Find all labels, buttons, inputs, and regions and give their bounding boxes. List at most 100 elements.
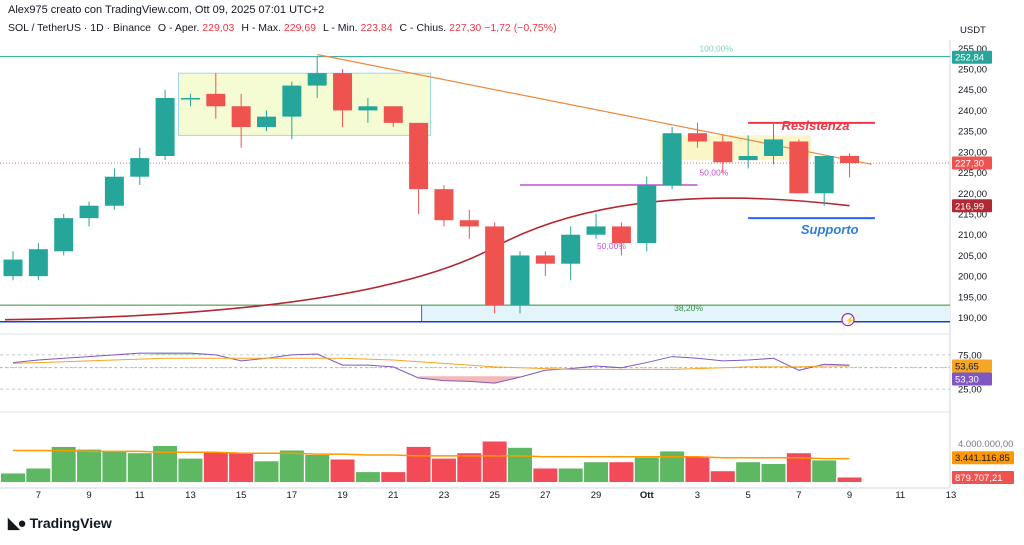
rsi-value-badge: 53,30 <box>955 375 979 386</box>
candle-body <box>840 155 860 164</box>
rsi-tick-label: 75,00 <box>958 350 982 361</box>
candle-body <box>738 156 758 161</box>
volume-ma-badge: 3.441.116,85 <box>955 453 1010 464</box>
time-tick-label: Ott <box>640 490 655 501</box>
rsi-signal-line <box>12 357 850 370</box>
time-tick-label: 9 <box>847 490 852 501</box>
moving-average-line <box>4 197 850 321</box>
candle-body <box>307 73 327 86</box>
volume-bar <box>710 471 735 482</box>
candle-body <box>333 73 353 111</box>
volume-bar <box>533 468 558 482</box>
time-tick-label: 13 <box>946 490 957 501</box>
volume-bar <box>761 464 786 482</box>
volume-bar <box>660 451 685 482</box>
volume-bar <box>736 462 761 482</box>
candle-body <box>206 93 226 107</box>
candle-body <box>3 259 23 277</box>
candle-body <box>814 156 834 194</box>
volume-bar <box>355 472 380 482</box>
candle-body <box>611 226 631 243</box>
time-tick-label: 29 <box>591 490 602 501</box>
candle-body <box>257 116 276 127</box>
volume-bar <box>609 462 634 482</box>
volume-bar <box>482 441 507 482</box>
volume-bar <box>254 461 279 482</box>
change-value: −1,72 (−0,75%) <box>484 22 557 34</box>
volume-bar <box>1 473 25 482</box>
price-tick-label: 255,00 <box>958 44 987 55</box>
time-tick-label: 3 <box>695 490 700 501</box>
volume-bar <box>330 459 355 482</box>
symbol-label: SOL / TetherUS · 1D · Binance <box>8 22 151 34</box>
close-value: 227,30 <box>449 22 482 34</box>
price-tick-label: 210,00 <box>958 230 987 241</box>
candle-body <box>764 139 783 156</box>
volume-bar <box>102 451 127 482</box>
time-tick-label: 5 <box>746 490 751 501</box>
author-credit: Alex975 creato con TradingView.com, Ott … <box>8 4 325 16</box>
volume-bar <box>279 450 304 482</box>
time-tick-label: 9 <box>86 490 91 501</box>
last-price-badge: 227,30 <box>955 159 984 170</box>
candle-body <box>54 218 74 252</box>
top-price-badge: 252,84 <box>955 53 984 64</box>
fib-382-label: 38,20% <box>674 303 703 313</box>
fib-50-label: 50,00% <box>597 241 626 251</box>
price-tick-label: 215,00 <box>958 210 987 221</box>
support-zone <box>421 305 951 322</box>
volume-bar <box>229 453 254 482</box>
time-tick-label: 11 <box>895 490 905 501</box>
ohlc-header: SOL / TetherUS · 1D · Binance O - Aper. … <box>8 22 557 34</box>
candle-body <box>79 205 99 219</box>
time-tick-label: 21 <box>388 490 399 501</box>
candle-body <box>180 98 200 100</box>
volume-bar <box>584 462 609 482</box>
fib-50-label: 50,00% <box>699 167 728 177</box>
candle-body <box>535 255 555 264</box>
time-tick-label: 7 <box>36 490 41 501</box>
volume-value-badge: 879.707,21 <box>955 473 1003 484</box>
high-label: H - Max. <box>241 22 281 34</box>
rsi-overbought-fill <box>139 353 216 355</box>
candle-body <box>713 141 733 163</box>
support-label: Supporto <box>801 222 859 237</box>
volume-bar <box>508 447 532 482</box>
volume-bar <box>51 446 76 482</box>
open-value: 229,03 <box>202 22 235 34</box>
candle-body <box>586 226 606 235</box>
candle-body <box>637 185 657 243</box>
rsi-signal-badge-bg <box>952 359 992 373</box>
candle-body <box>282 85 302 117</box>
price-tick-label: 220,00 <box>958 189 987 200</box>
time-tick-label: 7 <box>796 490 801 501</box>
price-tick-label: 235,00 <box>958 127 987 138</box>
volume-bar <box>457 453 482 482</box>
price-tick-label: 200,00 <box>958 272 987 283</box>
candle-body <box>485 226 505 306</box>
volume-bar <box>837 477 862 482</box>
candle-body <box>789 141 809 194</box>
price-tick-label: 205,00 <box>958 251 987 262</box>
price-tick-label: 190,00 <box>958 313 987 324</box>
candle-body <box>130 158 150 177</box>
brand-name: TradingView <box>29 515 112 531</box>
tradingview-logo: ◣● TradingView <box>8 514 112 532</box>
volume-bar <box>634 457 659 482</box>
volume-bar <box>305 455 330 482</box>
candle-body <box>459 220 479 227</box>
low-label: L - Min. <box>322 22 358 34</box>
candle-body <box>231 106 251 127</box>
candle-body <box>687 133 707 142</box>
rsi-oversold-fill <box>418 376 520 384</box>
alert-icon <box>841 313 855 327</box>
candle-body <box>561 234 581 264</box>
top-price-badge-bg <box>952 50 992 64</box>
volume-bar <box>685 456 710 482</box>
candle-body <box>409 122 429 190</box>
volume-ma-line <box>13 449 850 460</box>
rsi-value-badge-bg <box>952 372 992 386</box>
rsi-signal-badge: 53,65 <box>955 362 979 373</box>
volume-value-badge-bg <box>952 471 1014 484</box>
